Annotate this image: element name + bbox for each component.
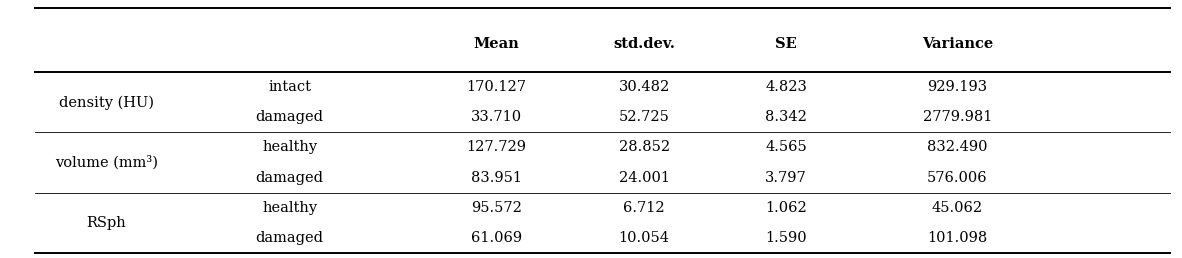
Text: 127.729: 127.729 — [467, 141, 526, 155]
Text: 576.006: 576.006 — [927, 171, 988, 184]
Text: 52.725: 52.725 — [618, 110, 670, 124]
Text: 24.001: 24.001 — [618, 171, 670, 184]
Text: 929.193: 929.193 — [928, 80, 987, 94]
Text: SE: SE — [775, 37, 797, 51]
Text: 1.062: 1.062 — [765, 201, 807, 215]
Text: 8.342: 8.342 — [765, 110, 807, 124]
Text: RSph: RSph — [86, 216, 126, 230]
Text: 30.482: 30.482 — [618, 80, 670, 94]
Text: damaged: damaged — [255, 110, 324, 124]
Text: 33.710: 33.710 — [470, 110, 522, 124]
Text: 170.127: 170.127 — [467, 80, 526, 94]
Text: 101.098: 101.098 — [928, 231, 987, 245]
Text: Variance: Variance — [922, 37, 993, 51]
Text: 6.712: 6.712 — [623, 201, 665, 215]
Text: healthy: healthy — [262, 201, 317, 215]
Text: damaged: damaged — [255, 171, 324, 184]
Text: 2779.981: 2779.981 — [923, 110, 992, 124]
Text: 83.951: 83.951 — [470, 171, 522, 184]
Text: 1.590: 1.590 — [765, 231, 807, 245]
Text: 45.062: 45.062 — [931, 201, 983, 215]
Text: std.dev.: std.dev. — [613, 37, 675, 51]
Text: 61.069: 61.069 — [470, 231, 522, 245]
Text: volume (mm³): volume (mm³) — [54, 155, 158, 170]
Text: damaged: damaged — [255, 231, 324, 245]
Text: healthy: healthy — [262, 141, 317, 155]
Text: 832.490: 832.490 — [927, 141, 988, 155]
Text: Mean: Mean — [474, 37, 519, 51]
Text: 4.565: 4.565 — [765, 141, 807, 155]
Text: 95.572: 95.572 — [470, 201, 522, 215]
Text: intact: intact — [268, 80, 311, 94]
Text: 28.852: 28.852 — [618, 141, 670, 155]
Text: 4.823: 4.823 — [765, 80, 807, 94]
Text: 3.797: 3.797 — [765, 171, 807, 184]
Text: density (HU): density (HU) — [59, 95, 154, 110]
Text: 10.054: 10.054 — [618, 231, 670, 245]
